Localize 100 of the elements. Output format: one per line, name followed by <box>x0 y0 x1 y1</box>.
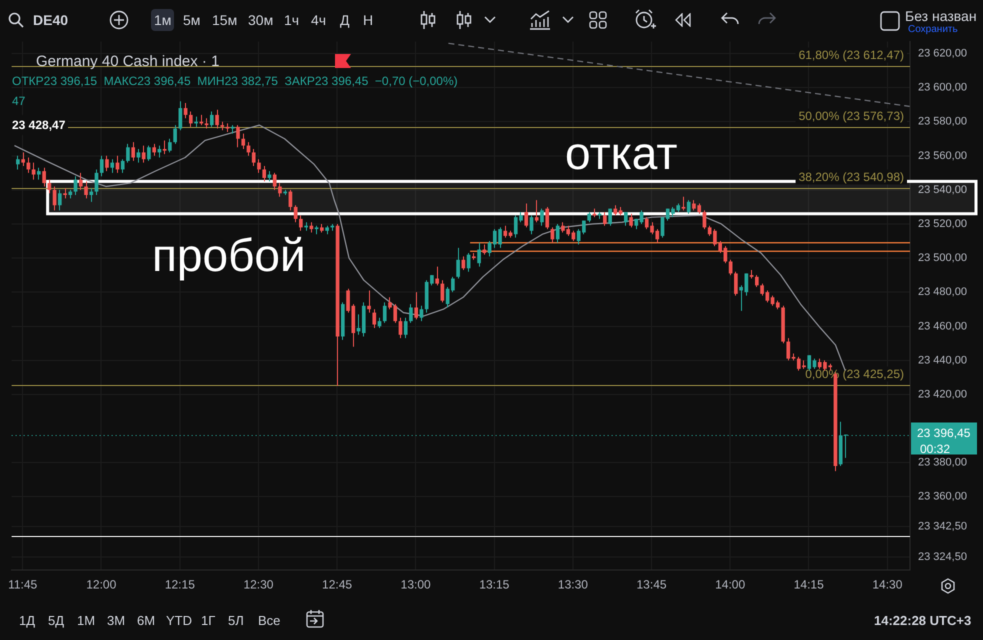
candlestick <box>378 317 382 328</box>
y-tick-label: 23 440,00 <box>918 354 967 366</box>
candlestick <box>215 109 219 130</box>
candlestick <box>435 266 439 286</box>
candlestick <box>21 152 25 167</box>
candlestick <box>372 308 376 328</box>
candlestick <box>126 143 130 164</box>
candlestick <box>278 182 282 198</box>
candlestick <box>477 242 481 268</box>
x-tick-label: 14:15 <box>794 578 824 592</box>
x-tick-label: 12:15 <box>164 578 196 592</box>
candlestick <box>158 145 162 158</box>
x-tick-label: 13:00 <box>400 578 432 592</box>
x-tick-label: 12:45 <box>322 578 352 592</box>
candlestick <box>210 110 214 128</box>
candlestick <box>629 213 633 228</box>
annotation: 47 <box>12 94 26 108</box>
candlestick <box>462 256 466 271</box>
x-tick-label: 13:30 <box>558 578 588 592</box>
candlestick <box>686 200 691 214</box>
x-tick-label: 13:45 <box>636 578 667 592</box>
candlestick <box>84 180 88 199</box>
y-tick-label: 23 420,00 <box>918 388 967 400</box>
candlestick <box>142 145 146 164</box>
candlestick <box>624 212 628 226</box>
candlestick <box>414 292 418 320</box>
candlestick <box>299 214 303 232</box>
y-tick-label: 23 380,00 <box>918 456 967 469</box>
candlestick <box>550 226 554 244</box>
candlestick <box>241 133 246 150</box>
candlestick <box>188 110 193 128</box>
candlestick <box>398 317 402 339</box>
ref-line-label: 38,20% (23 540,98) <box>798 170 904 184</box>
candlestick <box>78 172 83 190</box>
candlestick <box>199 114 204 126</box>
candlestick <box>47 179 52 194</box>
text: 15м <box>212 12 238 28</box>
candlestick <box>608 208 612 226</box>
candlestick <box>246 142 250 156</box>
annotation: откат <box>565 127 678 179</box>
text: ОТКР23 396,15 МАКС23 396,45 МИН23 382,75 ЗАКР23 396,45 −0,70 (−0,00%) <box>12 74 458 88</box>
candlestick <box>52 186 56 211</box>
y-tick-label: 23 342,50 <box>918 520 967 533</box>
text: 4ч <box>311 12 326 28</box>
candlestick <box>42 167 46 187</box>
candlestick <box>404 317 408 339</box>
text: Все <box>258 613 280 628</box>
x-tick-label: 11:45 <box>8 578 38 592</box>
text: 5м <box>183 12 200 28</box>
ref-line-label: 61,80% (23 612,47) <box>798 48 904 62</box>
annotation: 23 428,47 <box>9 115 68 135</box>
text: DE40 <box>33 12 68 28</box>
text: Без назван <box>905 8 977 24</box>
candlestick <box>382 302 387 324</box>
candlestick <box>530 214 534 235</box>
text: 5Л <box>228 613 244 628</box>
candlestick <box>482 244 486 256</box>
text: Сохранить <box>908 24 958 35</box>
candlestick <box>252 148 256 167</box>
candlestick <box>540 208 544 226</box>
text: YTD <box>166 613 192 628</box>
candlestick <box>110 158 114 174</box>
text: 1М <box>77 613 96 628</box>
candlestick <box>94 168 98 196</box>
candlestick <box>409 304 413 324</box>
candlestick <box>524 203 528 228</box>
candlestick <box>603 212 607 226</box>
candlestick <box>204 118 208 130</box>
text: Н <box>363 12 374 28</box>
candlestick <box>184 102 188 119</box>
candlestick <box>545 206 550 230</box>
text: 1ч <box>284 12 300 28</box>
candlestick <box>734 271 738 296</box>
x-tick-label: 12:30 <box>243 578 274 592</box>
candlestick <box>16 155 20 170</box>
text: 1Г <box>201 613 216 628</box>
annotation: пробой <box>152 229 306 281</box>
candlestick <box>556 223 560 244</box>
candlestick <box>58 189 62 211</box>
ref-line-label: 50,00% (23 576,73) <box>798 108 904 123</box>
candlestick <box>32 162 36 180</box>
candlestick <box>168 138 172 153</box>
candlestick <box>728 259 732 276</box>
candlestick <box>587 212 591 223</box>
candlestick <box>268 170 272 182</box>
candlestick <box>257 158 261 174</box>
candlestick <box>152 143 156 156</box>
text: Germany 40 Cash index · 1 <box>36 53 220 70</box>
candlestick <box>100 155 104 177</box>
candlestick <box>116 155 120 174</box>
candlestick <box>236 124 240 148</box>
y-tick-label: 23 520,00 <box>918 218 967 230</box>
text: Д <box>340 12 350 28</box>
x-tick-label: 12:00 <box>86 578 117 592</box>
text: 1Д <box>19 613 36 628</box>
candlestick <box>440 280 444 303</box>
candlestick <box>26 157 30 174</box>
candlestick <box>105 155 109 172</box>
candlestick <box>63 188 67 199</box>
y-tick-label: 23 580,00 <box>918 116 967 128</box>
